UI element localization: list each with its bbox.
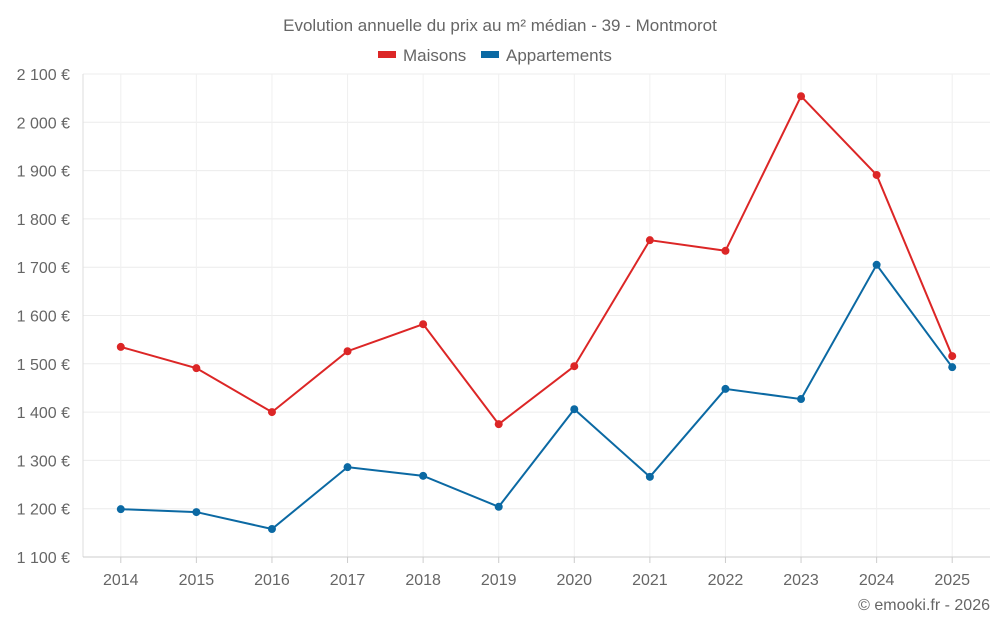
data-point — [343, 347, 352, 356]
y-tick-label: 1 200 € — [17, 502, 70, 519]
data-point — [645, 472, 654, 481]
data-point — [948, 363, 957, 372]
data-point — [570, 405, 579, 414]
data-point — [721, 246, 730, 255]
axes: 1 100 € 1 200 € 1 300 € 1 400 € 1 500 € 1 600… — [17, 67, 990, 589]
x-tick-label: 2022 — [708, 572, 744, 589]
credit-text: © emooki.fr - 2026 — [858, 597, 990, 614]
y-tick-label: 2 100 € — [17, 67, 70, 84]
y-tick-label: 1 600 € — [17, 309, 70, 326]
data-point — [494, 502, 503, 511]
x-tick-label: 2016 — [254, 572, 290, 589]
x-tick-label: 2017 — [330, 572, 366, 589]
x-tick-label: 2019 — [481, 572, 517, 589]
x-tick-label: 2015 — [179, 572, 215, 589]
data-point — [116, 505, 125, 514]
y-tick-label: 1 500 € — [17, 357, 70, 374]
data-point — [797, 395, 806, 404]
legend-label: Maisons — [403, 46, 466, 65]
series-maisons — [116, 92, 957, 429]
y-tick-label: 1 900 € — [17, 164, 70, 181]
x-tick-label: 2023 — [783, 572, 819, 589]
data-point — [872, 260, 881, 269]
data-point — [570, 362, 579, 371]
data-point — [419, 471, 428, 480]
data-point — [419, 320, 428, 329]
data-point — [343, 463, 352, 472]
data-point — [116, 342, 125, 351]
data-point — [948, 352, 957, 361]
data-point — [267, 524, 276, 533]
data-point — [645, 236, 654, 245]
y-tick-label: 1 100 € — [17, 550, 70, 567]
chart-title: Evolution annuelle du prix au m² médian … — [283, 16, 717, 35]
x-tick-label: 2020 — [556, 572, 592, 589]
grid — [83, 73, 990, 558]
data-point — [192, 508, 201, 517]
data-point — [721, 384, 730, 393]
y-tick-label: 1 700 € — [17, 260, 70, 277]
x-tick-label: 2018 — [405, 572, 441, 589]
data-point — [494, 420, 503, 429]
data-point — [267, 408, 276, 417]
x-tick-label: 2014 — [103, 572, 139, 589]
data-point — [192, 364, 201, 373]
legend-label: Appartements — [506, 46, 612, 65]
series-line — [120, 262, 954, 531]
legend: Maisons Appartements — [378, 46, 612, 65]
y-tick-label: 1 400 € — [17, 405, 70, 422]
series-line — [120, 94, 954, 426]
legend-swatch — [378, 51, 396, 58]
x-tick-label: 2024 — [859, 572, 895, 589]
series-group — [116, 92, 957, 533]
x-tick-label: 2025 — [934, 572, 970, 589]
y-tick-label: 1 800 € — [17, 212, 70, 229]
y-tick-label: 1 300 € — [17, 453, 70, 470]
series-appartements — [116, 260, 957, 533]
data-point — [872, 170, 881, 179]
data-point — [797, 92, 806, 101]
x-tick-label: 2021 — [632, 572, 668, 589]
y-tick-label: 2 000 € — [17, 115, 70, 132]
legend-swatch — [481, 51, 499, 58]
